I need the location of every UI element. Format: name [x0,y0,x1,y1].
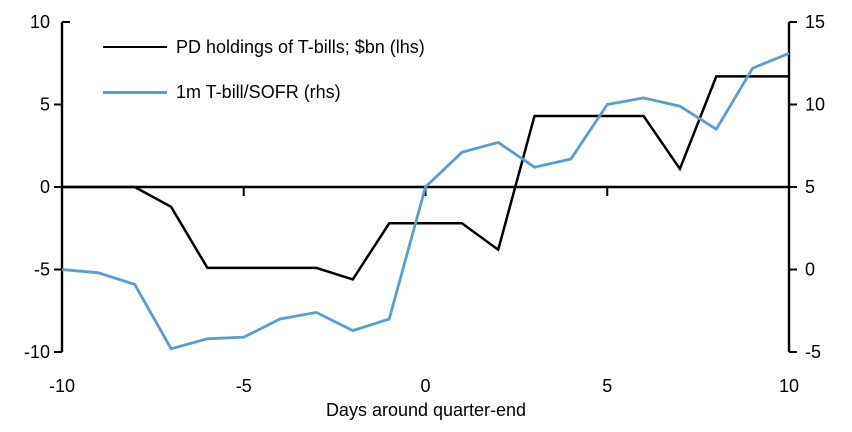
legend-item-pd-holdings: PD holdings of T-bills; $bn (lhs) [103,36,425,58]
right-axis-tick-label: 5 [805,177,815,197]
left-axis-tick-label: -10 [24,342,50,362]
x-axis-title: Days around quarter-end [325,400,527,420]
x-axis-tick-label: 0 [420,376,430,396]
x-axis-tick-label: -5 [236,376,252,396]
series-line-pd-holdings-tbills [62,75,789,281]
legend-label-tbill-sofr: 1m T-bill/SOFR (rhs) [176,82,341,102]
black-line-swatch-icon [103,46,167,48]
legend-label-pd-holdings: PD holdings of T-bills; $bn (lhs) [176,37,425,57]
right-axis-tick-label: 15 [805,12,825,32]
x-axis-tick-label: -10 [49,376,75,396]
series-line-tbill-sofr-spread [61,52,790,351]
right-axis-tick-label: -5 [805,342,821,362]
left-axis-tick-label: 5 [40,95,50,115]
blue-line-swatch-icon [103,90,167,94]
right-axis-tick-label: 0 [805,260,815,280]
left-axis-tick-label: 10 [30,12,50,32]
right-axis-tick-label: 10 [805,95,825,115]
x-axis-tick-label: 5 [602,376,612,396]
x-axis-tick-label: 10 [779,376,799,396]
legend-item-tbill-sofr: 1m T-bill/SOFR (rhs) [103,81,425,103]
legend: PD holdings of T-bills; $bn (lhs) 1m T-b… [103,36,425,103]
left-axis-tick-label: 0 [40,177,50,197]
left-axis-tick-label: -5 [34,260,50,280]
